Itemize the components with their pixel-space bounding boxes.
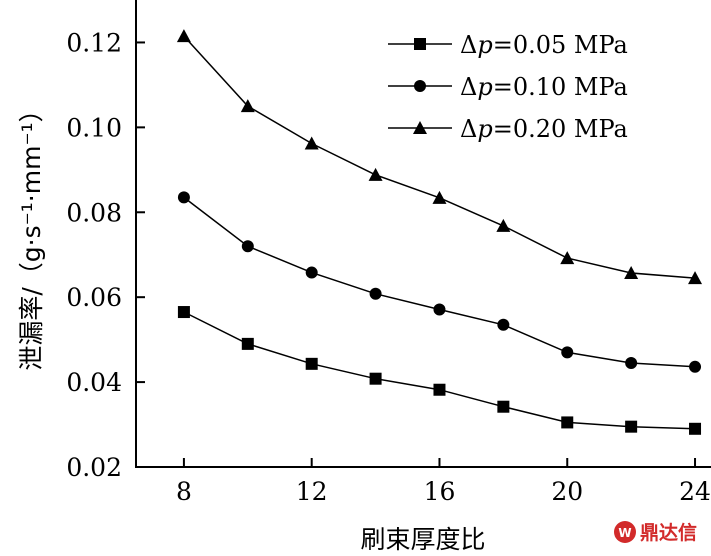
watermark-glyph-icon: W: [618, 526, 631, 540]
data-point-circle: [305, 266, 318, 279]
data-point-circle: [369, 287, 382, 300]
data-point-square: [305, 357, 318, 370]
x-tick-label: 20: [551, 477, 583, 506]
data-point-circle: [241, 240, 254, 253]
data-point-triangle: [176, 29, 191, 43]
watermark-logo: W 鼎达信: [614, 521, 697, 544]
x-tick-label: 16: [424, 477, 456, 506]
data-point-triangle: [432, 190, 447, 204]
series-1: [177, 306, 702, 435]
data-point-circle: [497, 318, 510, 331]
data-point-triangle: [240, 99, 255, 113]
x-tick-label: 12: [296, 477, 328, 506]
legend-marker-square: [414, 38, 426, 50]
data-point-circle: [561, 346, 574, 359]
legend-item-s3: Δp=0.20 MPa: [388, 115, 628, 143]
x-tick-label: 8: [176, 477, 192, 506]
data-point-circle: [625, 356, 638, 369]
data-point-circle: [689, 360, 702, 373]
legend-item-s2: Δp=0.10 MPa: [388, 73, 628, 101]
data-point-triangle: [688, 271, 703, 285]
data-point-triangle: [368, 167, 383, 181]
series-2: [177, 191, 702, 373]
legend-label-s3: Δp=0.20 MPa: [460, 115, 628, 143]
y-tick-label: 0.08: [66, 198, 122, 227]
data-point-square: [369, 372, 382, 385]
data-point-circle: [433, 303, 446, 316]
x-axis-title: 刷束厚度比: [360, 525, 485, 554]
y-tick-label: 0.10: [66, 113, 122, 142]
legend-label-s1: Δp=0.05 MPa: [460, 31, 628, 59]
legend-label-s2: Δp=0.10 MPa: [460, 73, 628, 101]
x-tick-label: 24: [679, 477, 711, 506]
series-line: [183, 196, 696, 368]
data-point-square: [177, 306, 190, 319]
data-point-square: [561, 416, 574, 429]
data-point-square: [689, 422, 702, 435]
y-tick-label: 0.12: [66, 28, 122, 57]
legend-marker-circle: [414, 80, 426, 92]
y-tick-label: 0.02: [66, 453, 122, 482]
y-tick-label: 0.04: [66, 368, 122, 397]
y-axis-title: 泄漏率/（g·s⁻¹·mm⁻¹）: [17, 97, 46, 370]
axis-ticks: 0.02 0.04 0.06 0.08 0.10 0.12 8 12 16 20 24: [66, 28, 711, 506]
data-point-square: [433, 383, 446, 396]
data-point-square: [625, 420, 638, 433]
data-point-square: [497, 400, 510, 413]
y-tick-label: 0.06: [66, 283, 122, 312]
series-3: [176, 29, 703, 285]
legend-marker-triangle: [413, 121, 427, 134]
series-line: [183, 311, 696, 430]
data-point-triangle: [624, 265, 639, 279]
series-layer: [176, 29, 703, 435]
legend-item-s1: Δp=0.05 MPa: [388, 31, 628, 59]
data-point-triangle: [560, 251, 575, 265]
watermark-text: 鼎达信: [640, 521, 697, 544]
data-point-square: [241, 337, 254, 350]
watermark-icon: [614, 521, 636, 543]
data-point-circle: [177, 191, 190, 204]
data-point-triangle: [304, 136, 319, 150]
legend: Δp=0.05 MPa Δp=0.10 MPa Δp=0.20 MPa: [388, 31, 628, 143]
data-point-triangle: [496, 218, 511, 232]
